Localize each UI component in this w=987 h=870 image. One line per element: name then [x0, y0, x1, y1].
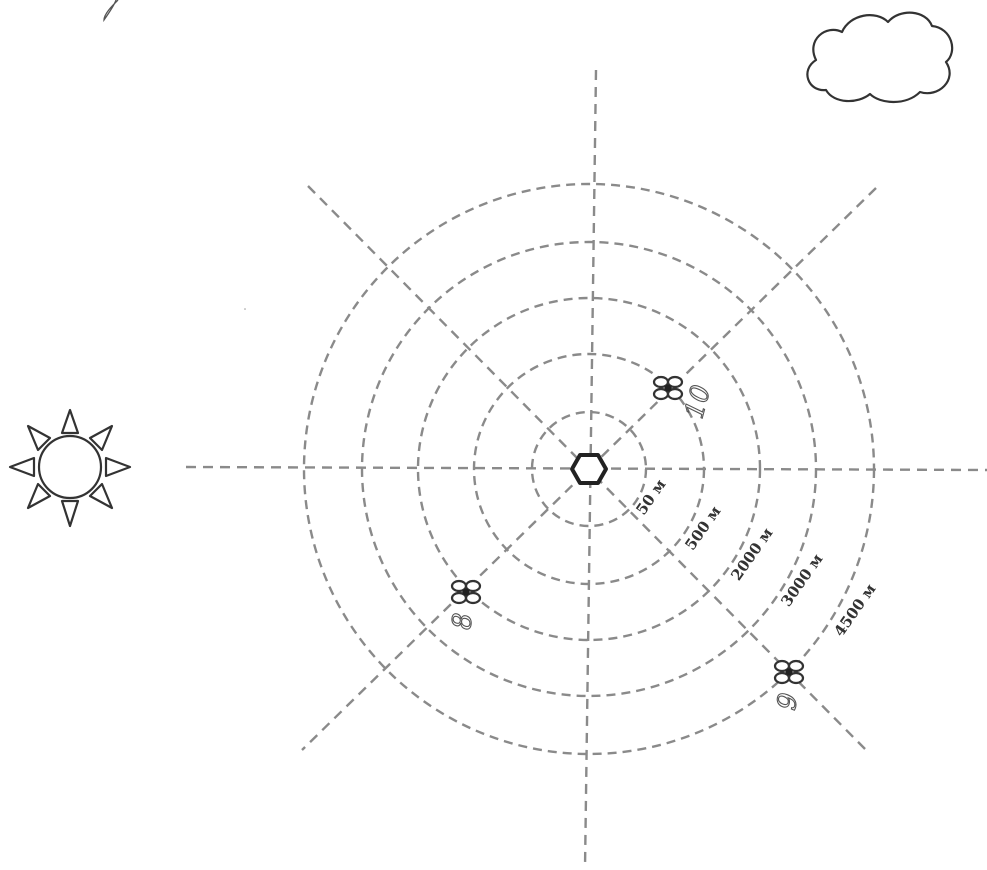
ring-label-50m: 50 м	[632, 476, 669, 518]
speck	[244, 308, 246, 310]
ring-label-4500m: 4500 м	[830, 580, 879, 639]
flower-icon	[773, 659, 805, 685]
marker-number: 9	[772, 691, 804, 713]
ring-4500m	[302, 182, 876, 756]
sun-icon	[8, 408, 132, 528]
cloud-icon	[806, 11, 954, 104]
marker-number: 8	[447, 612, 478, 631]
partial-shape-icon	[103, 0, 119, 23]
ring-50m	[530, 410, 648, 528]
ring-500m	[472, 352, 706, 586]
flower-icon	[450, 579, 482, 605]
marker-number: 10	[680, 382, 718, 422]
ring-label-2000m: 2000 м	[727, 524, 776, 583]
axis-diagonal-ne-sw	[301, 187, 877, 751]
hexagon-icon	[570, 453, 608, 485]
ring-label-3000m: 3000 м	[777, 550, 826, 609]
ring-2000m	[416, 296, 762, 642]
ring-3000m	[360, 240, 818, 698]
flower-icon	[652, 375, 684, 401]
